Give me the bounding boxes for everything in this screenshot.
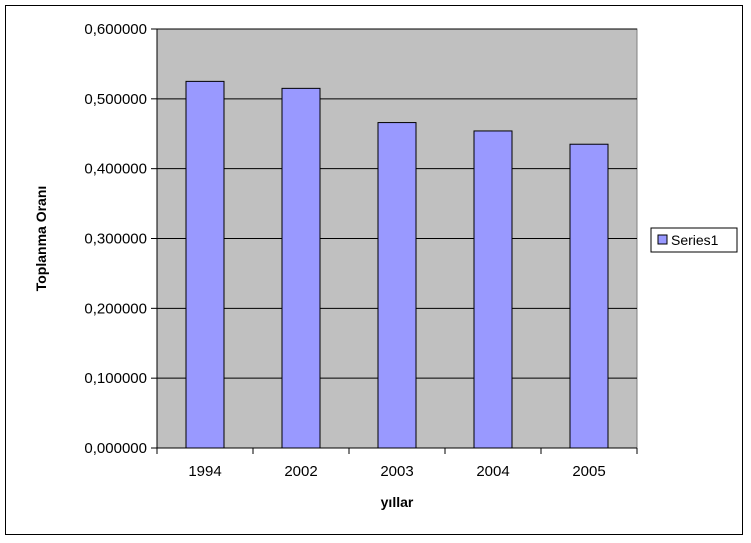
x-tick-labels: 1994 2002 2003 2004 2005 — [188, 463, 605, 480]
legend-label-series1: Series1 — [671, 232, 719, 248]
bar-2002 — [281, 87, 321, 449]
bars — [185, 80, 609, 449]
y-tick-label: 0,000000 — [84, 440, 147, 457]
x-tick-label: 2004 — [476, 463, 509, 480]
bar-2003 — [377, 122, 417, 449]
x-tick-label: 2002 — [284, 463, 317, 480]
x-tick-label: 1994 — [188, 463, 221, 480]
y-axis-title: Toplanma Oranı — [33, 186, 49, 292]
x-axis-title: yıllar — [381, 494, 414, 510]
y-tick-labels: 0,000000 0,100000 0,200000 0,300000 0,400000… — [84, 21, 147, 457]
y-tick-label: 0,400000 — [84, 161, 147, 178]
axes — [151, 28, 638, 454]
bar-2004 — [473, 130, 513, 449]
x-tick-label: 2003 — [380, 463, 413, 480]
y-tick-label: 0,100000 — [84, 370, 147, 387]
y-tick-label: 0,200000 — [84, 300, 147, 317]
y-tick-label: 0,300000 — [84, 231, 147, 248]
bar-1994 — [185, 80, 225, 449]
bar-2005 — [569, 143, 609, 449]
y-tick-label: 0,600000 — [84, 21, 147, 38]
x-tick-label: 2005 — [572, 463, 605, 480]
legend: Series1 — [650, 227, 738, 253]
legend-swatch-series1 — [657, 234, 668, 245]
y-tick-label: 0,500000 — [84, 91, 147, 108]
